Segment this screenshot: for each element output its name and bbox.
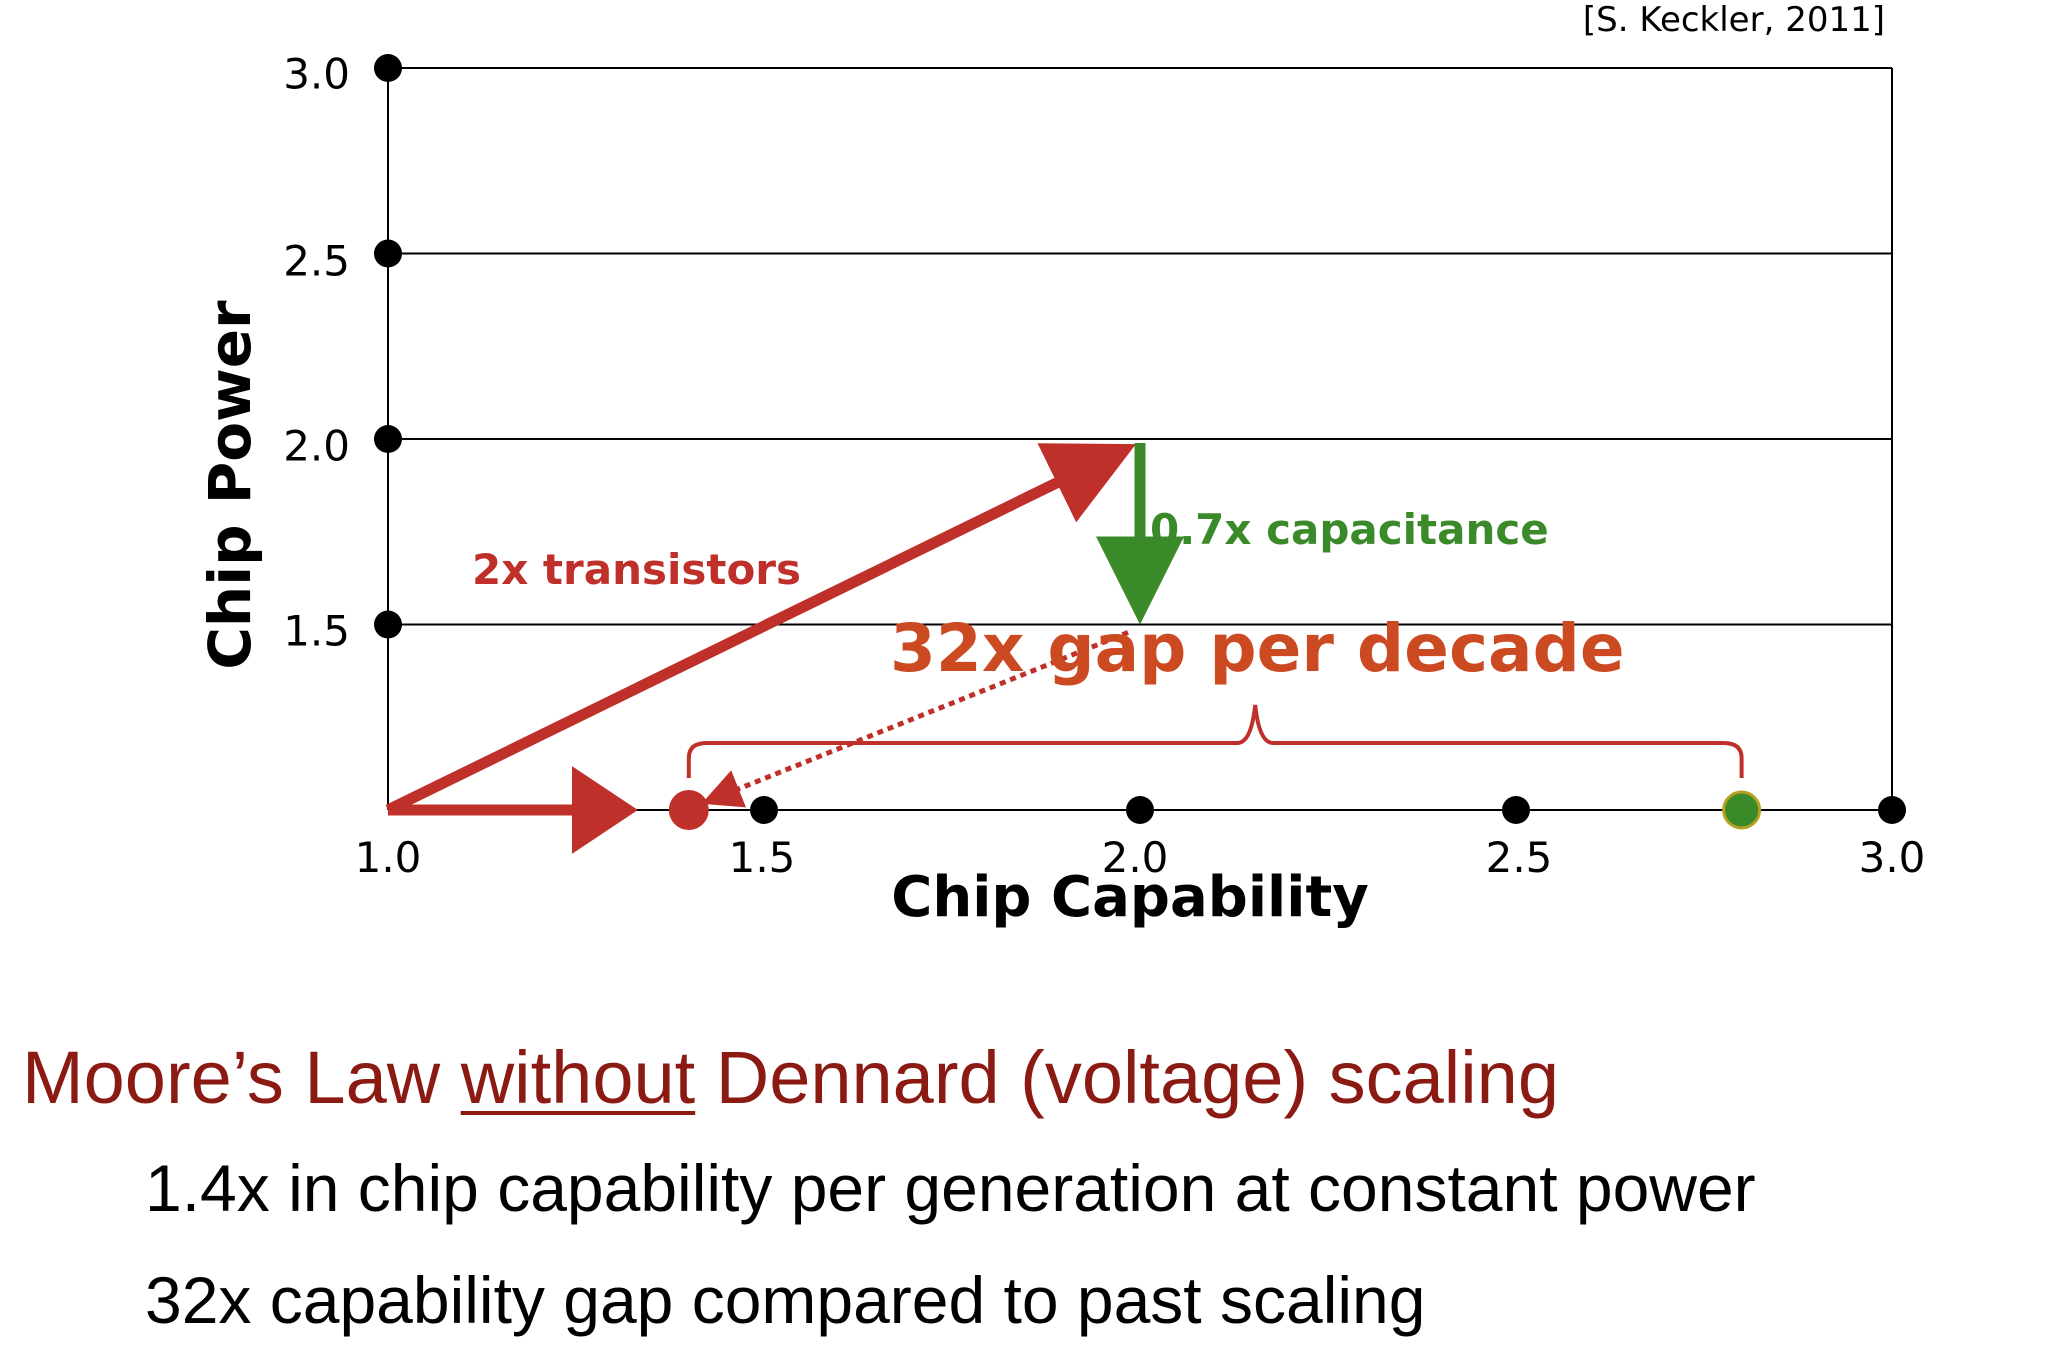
- heading-text-before: Moore’s Law: [22, 1036, 461, 1119]
- data-point: [668, 790, 709, 830]
- y-tick-label: 3.0: [283, 49, 350, 99]
- y-tick-label: 1.5: [283, 606, 350, 656]
- x-tick-dot: [750, 796, 778, 824]
- y-tick-dot: [374, 239, 402, 268]
- transistors-arrow: [385, 443, 1136, 815]
- x-tick-label: 1.5: [728, 833, 796, 882]
- transistors-annotation: 2x transistors: [472, 545, 802, 594]
- data-point: [1722, 790, 1762, 830]
- x-tick-dot: [1502, 796, 1530, 824]
- citation: [S. Keckler, 2011]: [1582, 0, 1885, 40]
- x-tick-label: 2.5: [1485, 833, 1553, 882]
- gap-brace: [686, 704, 1744, 778]
- x-tick-label: 2.0: [1101, 833, 1169, 882]
- x-tick-dot: [1126, 796, 1154, 824]
- gap-annotation: 32x gap per decade: [890, 610, 1625, 687]
- heading-underlined-word: without: [460, 1036, 696, 1119]
- heading-text-after: Dennard (voltage) scaling: [695, 1036, 1559, 1119]
- y-tick-dot: [374, 425, 402, 453]
- gap-dotted-arrow: [701, 630, 1129, 808]
- x-axis-label: Chip Capability: [891, 865, 1369, 930]
- y-tick-dot: [374, 54, 402, 82]
- capacitance-annotation: 0.7x capacitance: [1150, 505, 1549, 554]
- y-tick-dot: [374, 610, 402, 639]
- bullet-item: 1.4x in chip capability per generation a…: [145, 1151, 1756, 1225]
- x-tick-dot: [1878, 796, 1906, 824]
- slide-heading: Moore’s Law without Dennard (voltage) sc…: [22, 1035, 1559, 1120]
- x-tick-label: 3.0: [1858, 833, 1926, 882]
- x-tick-label: 1.0: [354, 833, 422, 882]
- y-tick-label: 2.5: [283, 236, 350, 286]
- bullet-item: 32x capability gap compared to past scal…: [145, 1263, 1426, 1337]
- y-tick-label: 2.0: [283, 421, 350, 471]
